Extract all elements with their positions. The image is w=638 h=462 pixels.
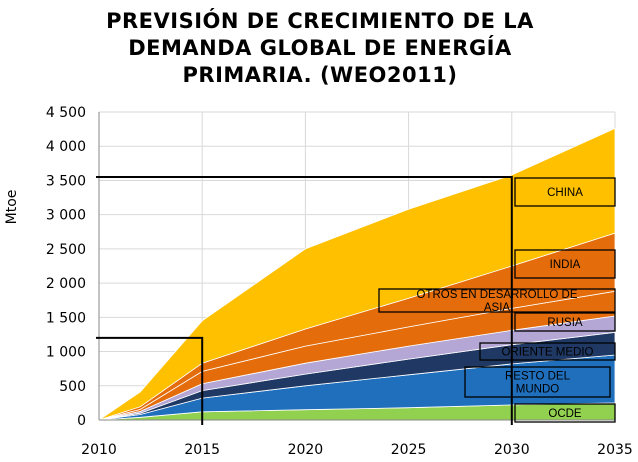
annotation-box (514, 177, 616, 207)
x-tick-label: 2015 (184, 442, 220, 458)
y-tick-label: 3 000 (46, 208, 86, 224)
y-tick-label: 1 500 (46, 310, 86, 326)
y-axis-label: Mtoe (4, 190, 20, 225)
y-tick-label: 4 500 (46, 105, 86, 121)
annotation-box (479, 342, 616, 361)
y-tick-label: 2 500 (46, 242, 86, 258)
y-tick-label: 0 (77, 413, 86, 429)
x-tick-label: 2035 (597, 442, 633, 458)
x-tick-label: 2010 (81, 442, 117, 458)
annotation-label: OCDE (548, 408, 582, 420)
annotation-label: RUSIA (547, 317, 582, 329)
reference-line-2030 (96, 176, 513, 425)
annotation-label: ORIENTE MEDIO (501, 347, 593, 359)
y-tick-label: 2 000 (46, 276, 86, 292)
y-tick-label: 500 (59, 379, 86, 395)
annotation-box (378, 288, 616, 313)
x-tick-label: 2030 (494, 442, 530, 458)
annotation-box (514, 312, 616, 332)
annotation-label: OTROS EN DESARROLLO DE ASIA (416, 289, 577, 314)
y-tick-label: 1 000 (46, 345, 86, 361)
annotation-label: INDIA (550, 259, 581, 271)
x-tick-label: 2020 (288, 442, 324, 458)
annotation-box (514, 403, 616, 423)
reference-line-2015 (96, 336, 204, 425)
annotation-label: CHINA (547, 187, 583, 199)
y-tick-label: 3 500 (46, 173, 86, 189)
x-tick-label: 2025 (391, 442, 427, 458)
annotation-box (514, 249, 616, 279)
annotation-box (464, 366, 611, 398)
page-title: PREVISIÓN DE CRECIMIENTO DE LA DEMANDA G… (106, 9, 534, 87)
annotation-label: RESTO DEL MUNDO (505, 371, 571, 396)
y-tick-label: 4 000 (46, 139, 86, 155)
